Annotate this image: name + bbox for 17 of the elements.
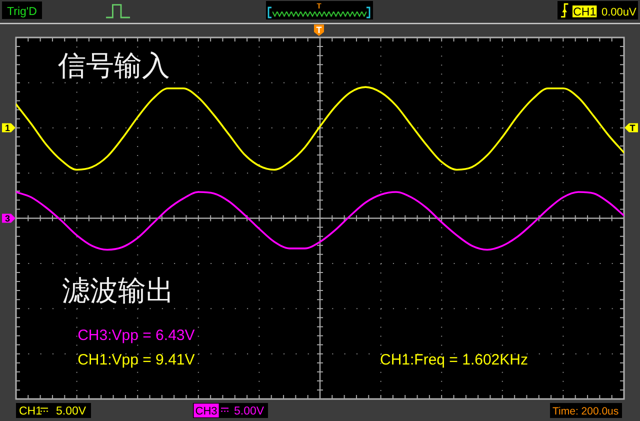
text: CH3:Vpp = 6.43V [78, 326, 195, 344]
annotation: 1 [4, 123, 10, 134]
text: CH1:Vpp = 9.41V [78, 351, 195, 368]
text: Time: 200.0us [552, 406, 619, 418]
text: Trig'D [7, 6, 37, 18]
text: 5.00V [234, 406, 264, 418]
series-label: 信号输入 [58, 49, 170, 82]
text: CH3 [195, 406, 218, 418]
annotation: 3 [4, 214, 10, 224]
text: 0.00uV [602, 6, 638, 19]
text: CH1 [19, 406, 42, 418]
text: T [316, 24, 322, 35]
series-label: 滤波输出 [62, 274, 174, 307]
annotation: T [630, 123, 636, 134]
text: CH1:Freq = 1.602KHz [380, 351, 528, 368]
text: 5.00V [56, 406, 86, 418]
text: CH1 [573, 6, 596, 19]
